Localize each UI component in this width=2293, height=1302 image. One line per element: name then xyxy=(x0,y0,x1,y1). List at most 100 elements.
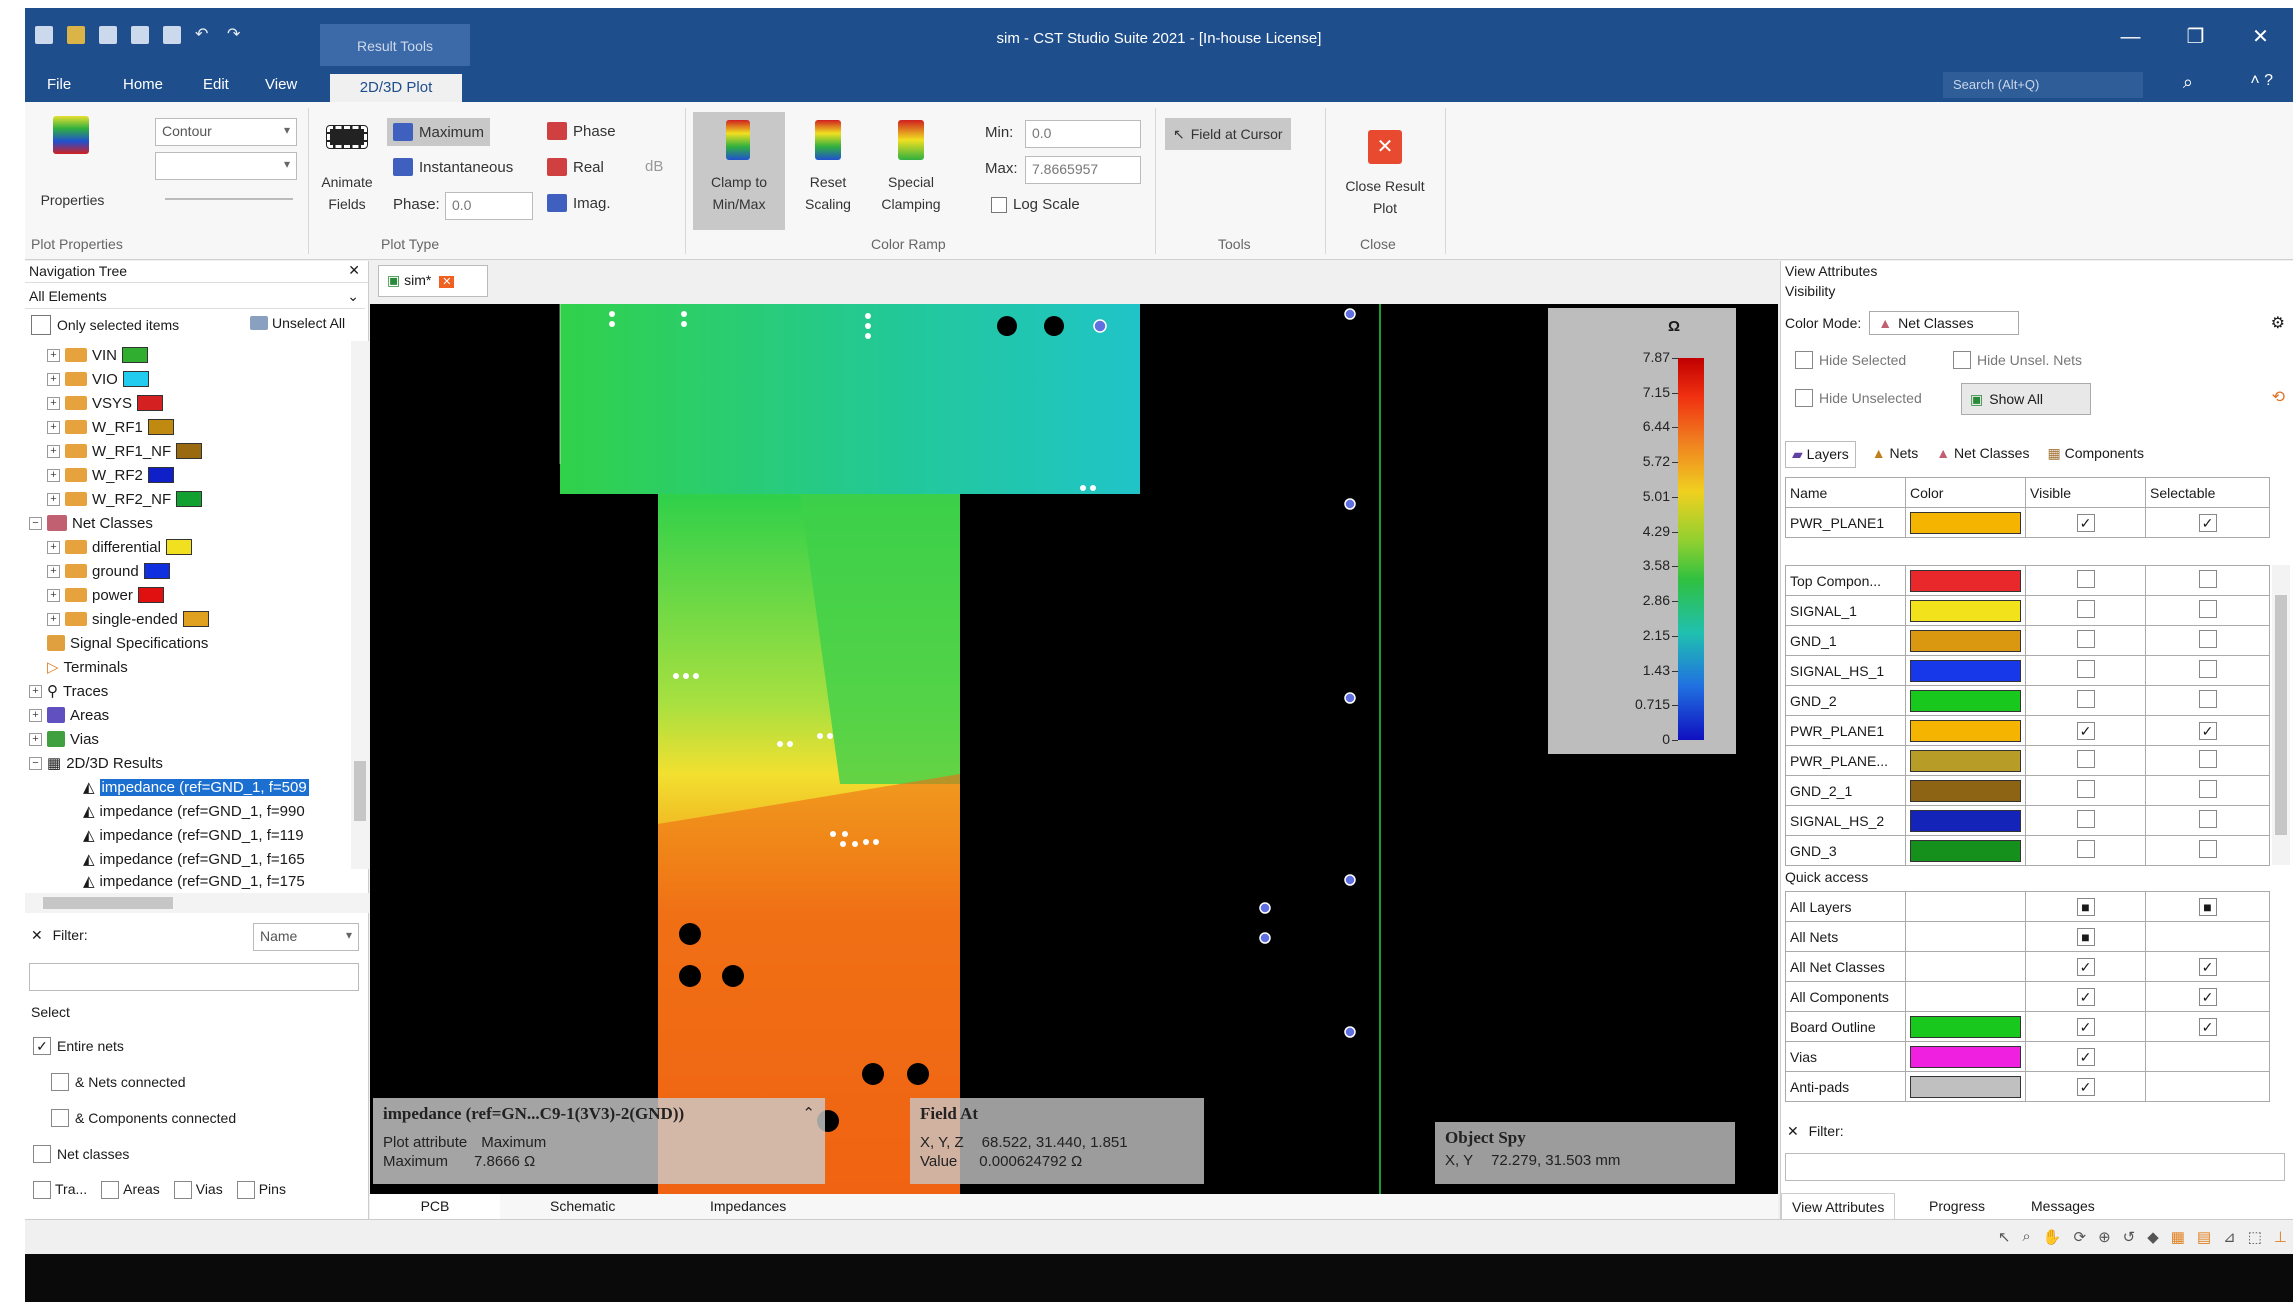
visible-checkbox[interactable]: ✓ xyxy=(2076,1017,2095,1036)
document-tab-sim[interactable]: ▣ sim* ✕ xyxy=(378,265,488,297)
visible-checkbox[interactable]: ✓ xyxy=(2076,987,2095,1006)
quick-access-row[interactable]: All Layers ■ ■ xyxy=(1785,891,2270,922)
visible-checkbox[interactable] xyxy=(2076,750,2095,768)
tree-item-vin[interactable]: + VIN xyxy=(47,343,149,367)
layer-color-swatch[interactable] xyxy=(1910,629,2021,652)
visible-checkbox[interactable] xyxy=(2076,780,2095,798)
print-icon[interactable] xyxy=(163,26,181,44)
tree-item-differential[interactable]: + differential xyxy=(47,535,192,559)
axes-icon[interactable]: ⊥ xyxy=(2273,1229,2287,1246)
cube-icon[interactable]: ⬚ xyxy=(2247,1229,2262,1246)
layer-color-swatch[interactable] xyxy=(1910,659,2021,682)
unselect-all-button[interactable]: Unselect All xyxy=(250,315,345,331)
layer-color-swatch[interactable] xyxy=(1910,1045,2021,1068)
pinned-layer-row[interactable]: PWR_PLANE1 ✓ ✓ xyxy=(1785,507,2270,538)
reset-scaling-button[interactable]: Reset Scaling xyxy=(793,112,863,230)
close-window-button[interactable]: ✕ xyxy=(2252,26,2269,48)
visible-checkbox[interactable] xyxy=(2076,570,2095,588)
clear-filter-icon[interactable]: ✕ xyxy=(31,927,43,943)
tree-item-w-rf1-nf[interactable]: + W_RF1_NF xyxy=(47,439,203,463)
secondary-select[interactable] xyxy=(155,152,297,180)
grid-icon[interactable]: ▦ xyxy=(2170,1229,2185,1246)
tree-item-ground[interactable]: + ground xyxy=(47,559,170,583)
layer-color-swatch[interactable] xyxy=(1910,1075,2021,1098)
traces-checkbox[interactable]: Tra... xyxy=(33,1181,87,1199)
selectable-checkbox[interactable] xyxy=(2198,660,2217,678)
tab-home[interactable]: Home xyxy=(123,76,164,93)
show-all-button[interactable]: ▣ Show All xyxy=(1961,383,2091,415)
elements-dropdown[interactable]: All Elements ⌄ xyxy=(25,285,365,309)
nets-connected-checkbox[interactable]: & Nets connected xyxy=(51,1073,186,1091)
tab-components[interactable]: ▦ Components xyxy=(2047,445,2144,461)
properties-button[interactable]: Properties xyxy=(35,112,110,222)
search-icon[interactable]: ⌕ xyxy=(2182,72,2193,92)
close-tab-icon[interactable]: ✕ xyxy=(439,276,455,288)
open-folder-icon[interactable] xyxy=(67,26,85,44)
hide-selected-checkbox[interactable]: Hide Selected xyxy=(1795,351,1906,369)
undo-icon[interactable]: ↶ xyxy=(195,26,209,43)
visible-checkbox[interactable]: ✓ xyxy=(2076,957,2095,976)
pins-checkbox[interactable]: Pins xyxy=(236,1181,286,1199)
tab-2d3d-plot[interactable]: 2D/3D Plot xyxy=(330,74,462,102)
entire-nets-checkbox[interactable]: ✓ Entire nets xyxy=(33,1037,124,1055)
tree-item-w-rf2[interactable]: + W_RF2 xyxy=(47,463,174,487)
layer-color-swatch[interactable] xyxy=(1910,779,2021,802)
layer-row[interactable]: PWR_PLANE1 ✓ ✓ xyxy=(1785,715,2270,746)
tree-item-traces[interactable]: + ⚲ Traces xyxy=(29,679,108,703)
tab-schematic[interactable]: Schematic xyxy=(550,1198,616,1214)
tree-item-areas[interactable]: + Areas xyxy=(29,703,109,727)
visible-checkbox[interactable]: ■ xyxy=(2076,897,2095,916)
tab-view-attributes[interactable]: View Attributes xyxy=(1781,1193,1896,1221)
tree-item-vsys[interactable]: + VSYS xyxy=(47,391,164,415)
field-plot-canvas[interactable]: Ω 7.87 7.15 6.44 5.72 5.01 4.29 3.58 2.86 2.15 1.… xyxy=(370,304,1778,1194)
minimize-button[interactable]: — xyxy=(2120,26,2141,48)
field-at-cursor-button[interactable]: ↖ Field at Cursor xyxy=(1165,118,1291,150)
visible-checkbox[interactable] xyxy=(2076,660,2095,678)
layer-color-swatch[interactable] xyxy=(1910,1015,2021,1038)
selectable-checkbox[interactable]: ■ xyxy=(2198,897,2217,916)
selectable-checkbox[interactable] xyxy=(2198,750,2217,768)
vias-checkbox[interactable]: Vias xyxy=(173,1181,223,1199)
selectable-checkbox[interactable] xyxy=(2198,690,2217,708)
collapse-info-icon[interactable]: ⌃ xyxy=(802,1105,815,1122)
selectable-checkbox[interactable] xyxy=(2198,810,2217,828)
collapse-ribbon-icon[interactable]: ˄ ? xyxy=(2250,72,2273,89)
selectable-checkbox[interactable]: ✓ xyxy=(2198,1017,2217,1036)
selectable-checkbox[interactable] xyxy=(2198,840,2217,858)
max-input[interactable]: 7.8665957 xyxy=(1025,156,1141,184)
zoom-icon[interactable]: ⌕ xyxy=(2022,1228,2031,1245)
selectable-checkbox[interactable] xyxy=(2198,570,2217,588)
layer-color-swatch[interactable] xyxy=(1910,599,2021,622)
maximum-button[interactable]: Maximum xyxy=(387,118,491,146)
visible-checkbox[interactable] xyxy=(2076,840,2095,858)
hide-unsel-nets-checkbox[interactable]: Hide Unsel. Nets xyxy=(1953,351,2082,369)
layer-row[interactable]: Top Compon... xyxy=(1785,565,2270,596)
layer-color-swatch[interactable] xyxy=(1910,511,2021,534)
visible-checkbox[interactable] xyxy=(2076,630,2095,648)
hide-unselected-checkbox[interactable]: Hide Unselected xyxy=(1795,389,1922,407)
tree-item-single-ended[interactable]: + single-ended xyxy=(47,607,209,631)
close-result-plot-button[interactable]: ✕ Close Result Plot xyxy=(1330,112,1440,230)
tab-edit[interactable]: Edit xyxy=(203,76,229,93)
pan-icon[interactable]: ✋ xyxy=(2042,1229,2062,1246)
selectable-checkbox[interactable] xyxy=(2198,600,2217,618)
selectable-checkbox[interactable]: ✓ xyxy=(2198,957,2217,976)
maximize-button[interactable]: ❐ xyxy=(2186,26,2205,48)
layer-row[interactable]: GND_2_1 xyxy=(1785,775,2270,806)
quick-access-row[interactable]: All Nets ■ xyxy=(1785,921,2270,952)
close-panel-icon[interactable]: ✕ xyxy=(348,262,360,278)
selectable-checkbox[interactable] xyxy=(2198,780,2217,798)
phase-input[interactable]: 0.0 xyxy=(445,192,533,220)
zoom-fit-icon[interactable]: ⊕ xyxy=(2098,1229,2111,1246)
clamp-to-minmax-button[interactable]: Clamp to Min/Max xyxy=(693,112,785,230)
layer-color-swatch[interactable] xyxy=(1910,719,2021,742)
redo-icon[interactable]: ↷ xyxy=(227,26,241,43)
tab-nets[interactable]: ▲ Nets xyxy=(1871,445,1919,461)
tree-item-result-2[interactable]: ◭ impedance (ref=GND_1, f=990 xyxy=(83,802,305,821)
quick-access-row[interactable]: Board Outline ✓ ✓ xyxy=(1785,1011,2270,1042)
tree-item-w-rf1[interactable]: + W_RF1 xyxy=(47,415,174,439)
instantaneous-button[interactable]: Instantaneous xyxy=(393,158,513,176)
undo-view-icon[interactable]: ↺ xyxy=(2122,1229,2136,1246)
layer-row[interactable]: SIGNAL_1 xyxy=(1785,595,2270,626)
components-connected-checkbox[interactable]: & Components connected xyxy=(51,1109,236,1127)
